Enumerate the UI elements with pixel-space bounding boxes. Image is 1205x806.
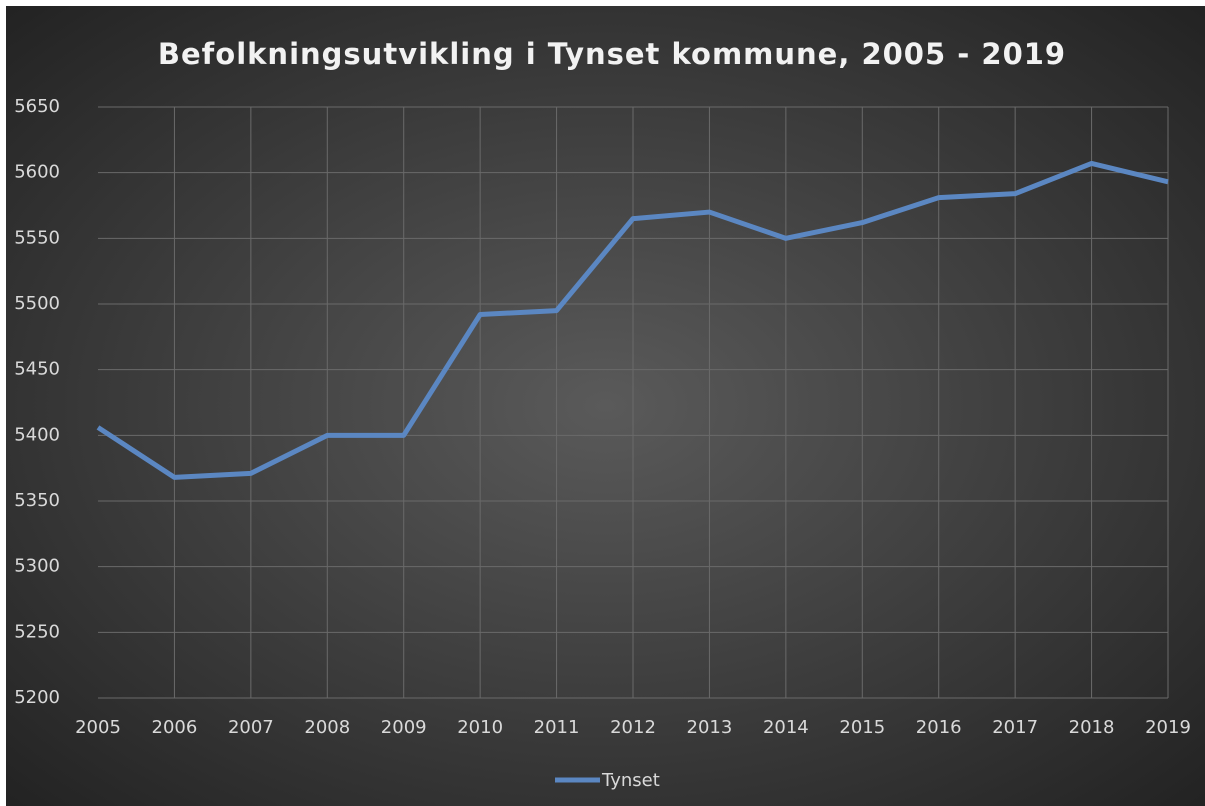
x-tick-label: 2013 xyxy=(687,717,733,738)
x-tick-label: 2012 xyxy=(610,717,656,738)
y-tick-label: 5550 xyxy=(14,227,60,248)
y-tick-label: 5650 xyxy=(14,96,60,117)
chart-title: Befolkningsutvikling i Tynset kommune, 2… xyxy=(158,37,1066,71)
x-tick-label: 2016 xyxy=(916,717,962,738)
x-tick-label: 2011 xyxy=(534,717,580,738)
x-tick-label: 2007 xyxy=(228,717,274,738)
x-tick-label: 2008 xyxy=(304,717,350,738)
y-tick-label: 5200 xyxy=(14,687,60,708)
y-tick-label: 5450 xyxy=(14,359,60,380)
background xyxy=(6,6,1205,806)
y-tick-label: 5400 xyxy=(14,424,60,445)
legend-label: Tynset xyxy=(601,770,660,791)
x-tick-label: 2006 xyxy=(152,717,198,738)
x-tick-label: 2017 xyxy=(992,717,1038,738)
x-tick-label: 2009 xyxy=(381,717,427,738)
y-tick-label: 5350 xyxy=(14,490,60,511)
y-tick-label: 5500 xyxy=(14,293,60,314)
y-tick-label: 5600 xyxy=(14,162,60,183)
x-tick-label: 2019 xyxy=(1145,717,1191,738)
x-tick-label: 2010 xyxy=(457,717,503,738)
x-tick-label: 2014 xyxy=(763,717,809,738)
y-tick-label: 5300 xyxy=(14,556,60,577)
data-line xyxy=(96,160,1169,480)
x-tick-label: 2018 xyxy=(1069,717,1115,738)
x-tick-label: 2005 xyxy=(75,717,121,738)
x-tick-label: 2015 xyxy=(839,717,885,738)
y-tick-label: 5250 xyxy=(14,621,60,642)
